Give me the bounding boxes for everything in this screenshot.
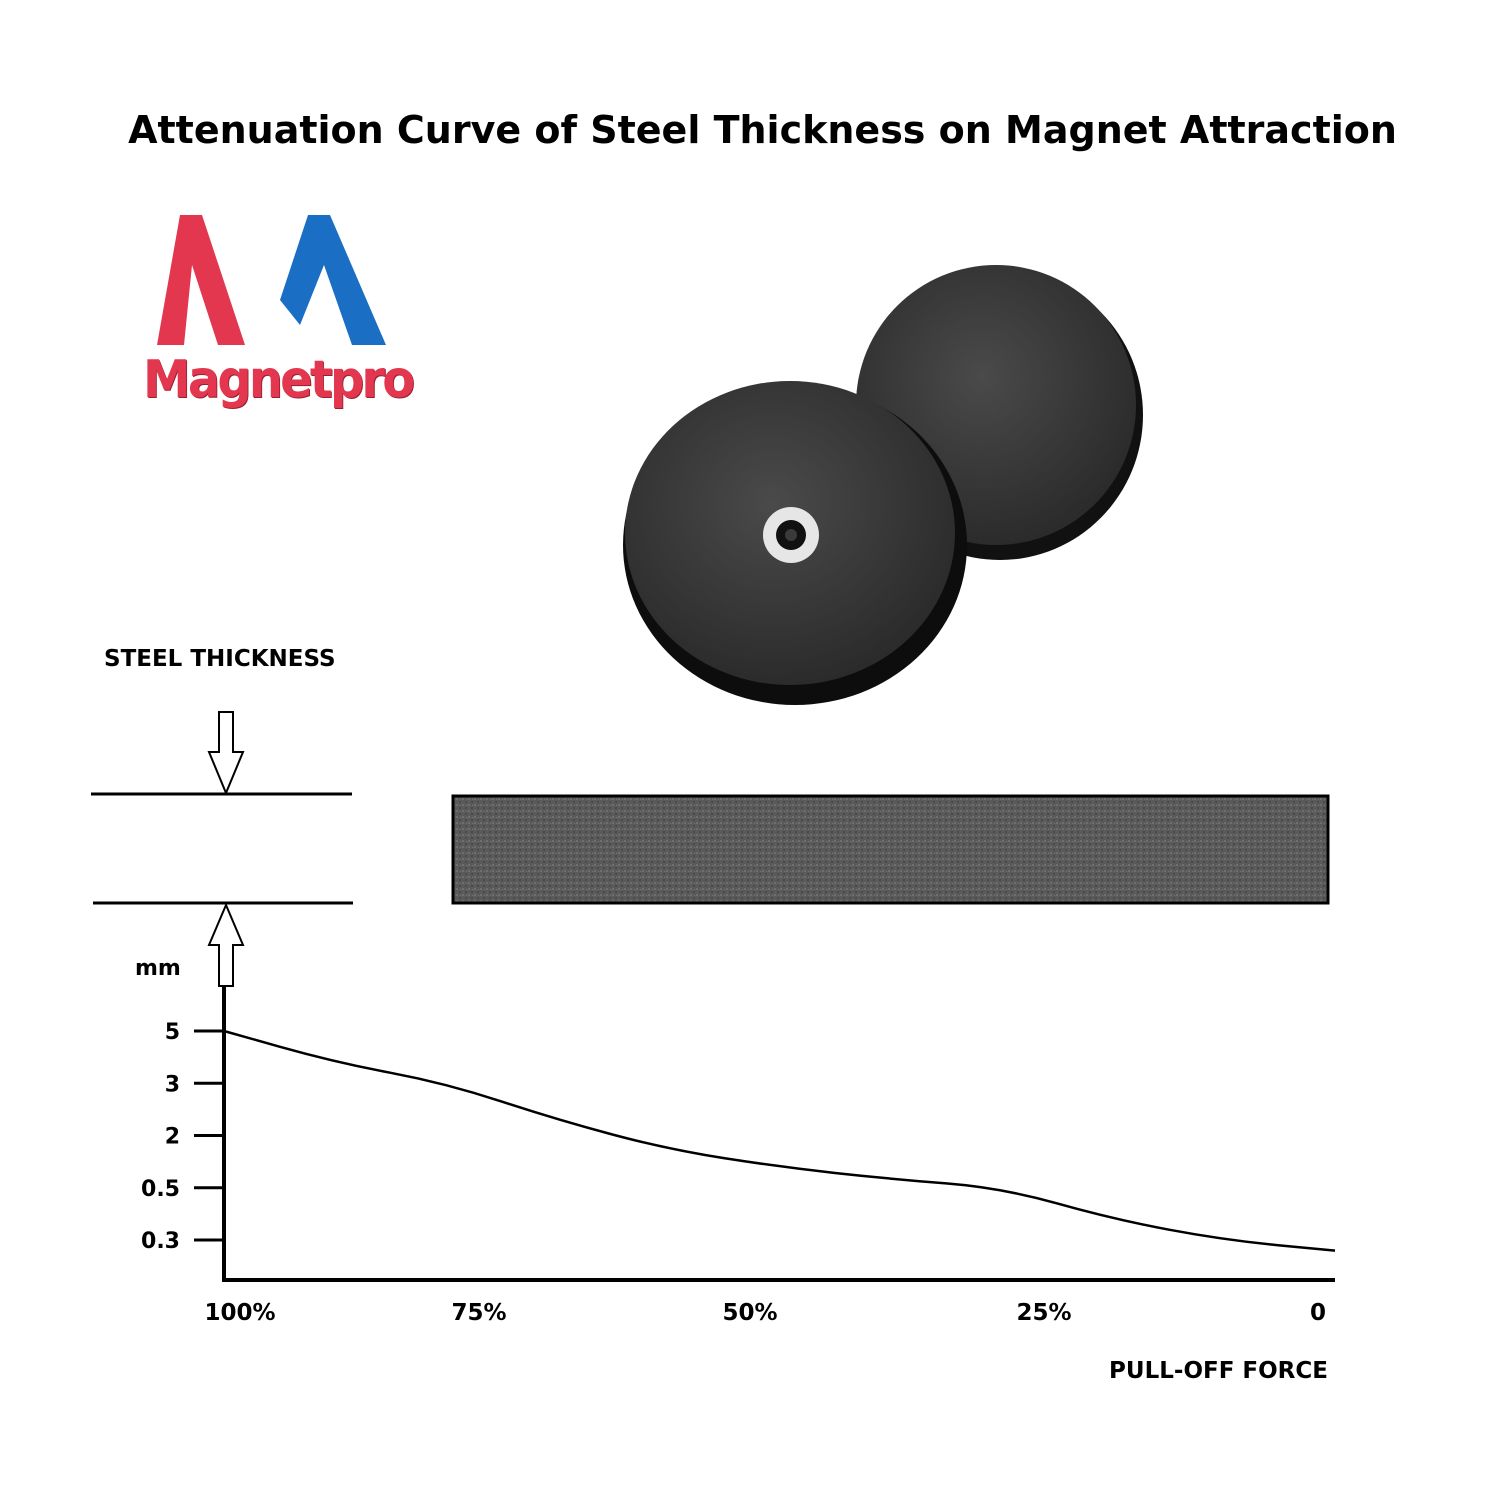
up-arrow-icon	[207, 902, 245, 987]
x-tick-label: 50%	[722, 1300, 777, 1326]
x-tick-label: 0	[1310, 1300, 1326, 1326]
y-tick-label: 0.5	[141, 1177, 180, 1202]
down-arrow-icon	[207, 711, 245, 796]
logo-blue-m-shape	[280, 215, 386, 345]
y-tick-label: 5	[165, 1020, 180, 1045]
y-tick-label: 0.3	[141, 1229, 180, 1254]
y-tick-label: 3	[165, 1072, 180, 1097]
attenuation-curve	[223, 1029, 1336, 1252]
page-title: Attenuation Curve of Steel Thickness on …	[128, 108, 1397, 152]
x-tick-label: 75%	[451, 1300, 506, 1326]
x-tick-label: 25%	[1016, 1300, 1071, 1326]
logo-icon	[157, 215, 386, 345]
y-tick-label: 2	[165, 1125, 180, 1150]
logo-red-m-shape	[157, 215, 245, 345]
steel-plate	[451, 794, 1330, 905]
steel-thickness-diagram	[91, 711, 1330, 987]
magnet-hole-center	[785, 529, 797, 541]
logo-text: Magnetpro	[143, 350, 415, 410]
x-tick-label: 100%	[204, 1300, 275, 1326]
magnet-discs-image	[623, 265, 1143, 705]
x-axis-label: PULL-OFF FORCE	[1109, 1358, 1328, 1384]
steel-thickness-label: STEEL THICKNESS	[104, 646, 336, 672]
